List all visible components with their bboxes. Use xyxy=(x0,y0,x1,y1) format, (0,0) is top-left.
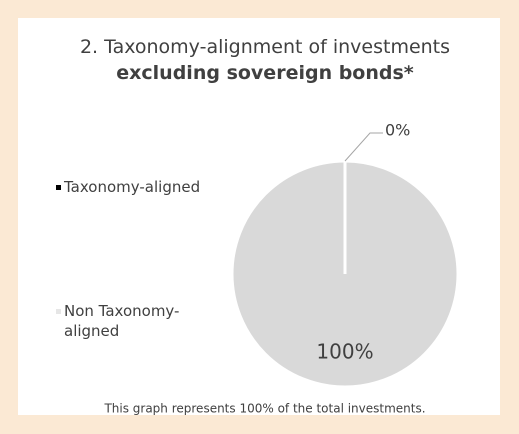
title-text: 2. Taxonomy-alignment of investments xyxy=(79,36,451,58)
legend-swatch xyxy=(56,309,61,314)
chart-title: 2. Taxonomy-alignment of investments exc… xyxy=(70,34,460,86)
legend-label: Taxonomy-aligned xyxy=(64,178,201,196)
footnote: This graph represents 100% of the total … xyxy=(103,402,425,416)
legend-label: Non Taxonomy-aligned xyxy=(64,302,180,340)
leader-line xyxy=(344,132,383,162)
data-label: 0% xyxy=(385,121,410,140)
title-emphasis: excluding sovereign bonds* xyxy=(116,62,414,84)
legend-swatch xyxy=(56,185,61,190)
data-label: 100% xyxy=(316,340,373,364)
